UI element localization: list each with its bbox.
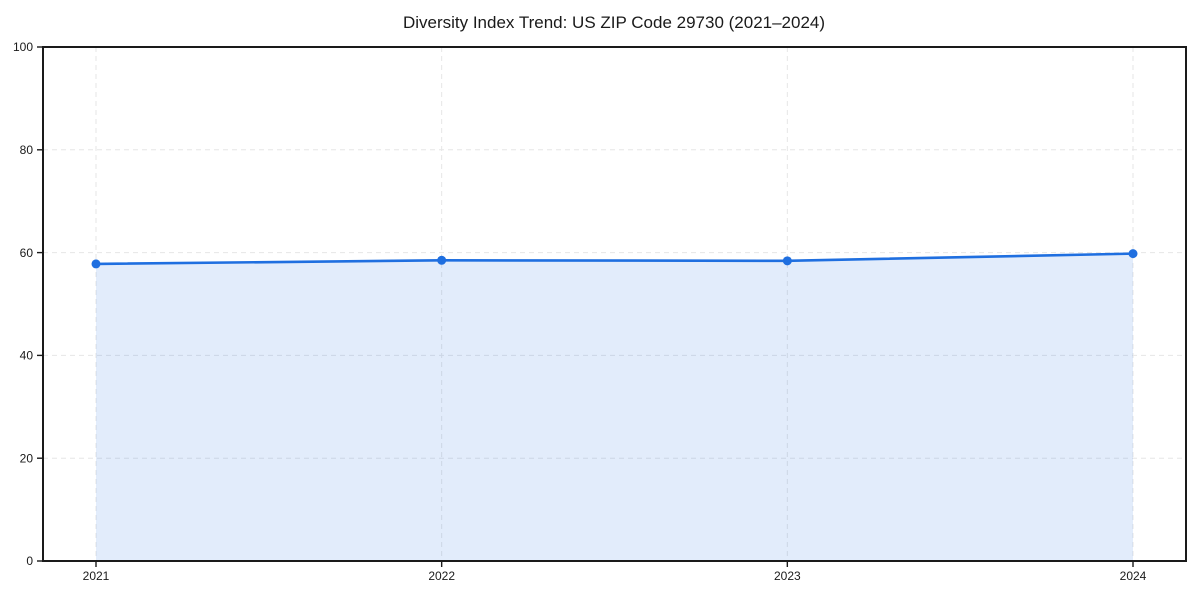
data-point-2024 xyxy=(1128,249,1138,259)
trend-line-layer xyxy=(94,252,1135,266)
gridlines xyxy=(43,46,1186,562)
ytick-label-20: 20 xyxy=(20,451,34,465)
xtick-label-2021: 2021 xyxy=(83,569,110,583)
data-point-2022 xyxy=(437,255,447,265)
area-fill xyxy=(96,253,1133,562)
axis-labels-layer: 0 20 40 60 80 100 2021 2022 2023 2024 xyxy=(13,40,1147,583)
data-markers-layer xyxy=(91,249,1138,269)
ytick-label-100: 100 xyxy=(13,40,33,54)
ytick-label-80: 80 xyxy=(20,143,34,157)
xtick-label-2023: 2023 xyxy=(774,569,801,583)
data-point-2021 xyxy=(91,259,101,269)
ytick-label-60: 60 xyxy=(20,246,34,260)
area-fill-layer xyxy=(96,253,1133,562)
xtick-label-2024: 2024 xyxy=(1120,569,1147,583)
plot-border xyxy=(42,46,1187,562)
ytick-label-0: 0 xyxy=(26,554,33,568)
trend-line xyxy=(94,252,1135,266)
ytick-label-40: 40 xyxy=(20,349,34,363)
data-point-2023 xyxy=(782,256,792,266)
chart-title: Diversity Index Trend: US ZIP Code 29730… xyxy=(403,13,825,32)
xtick-label-2022: 2022 xyxy=(428,569,455,583)
